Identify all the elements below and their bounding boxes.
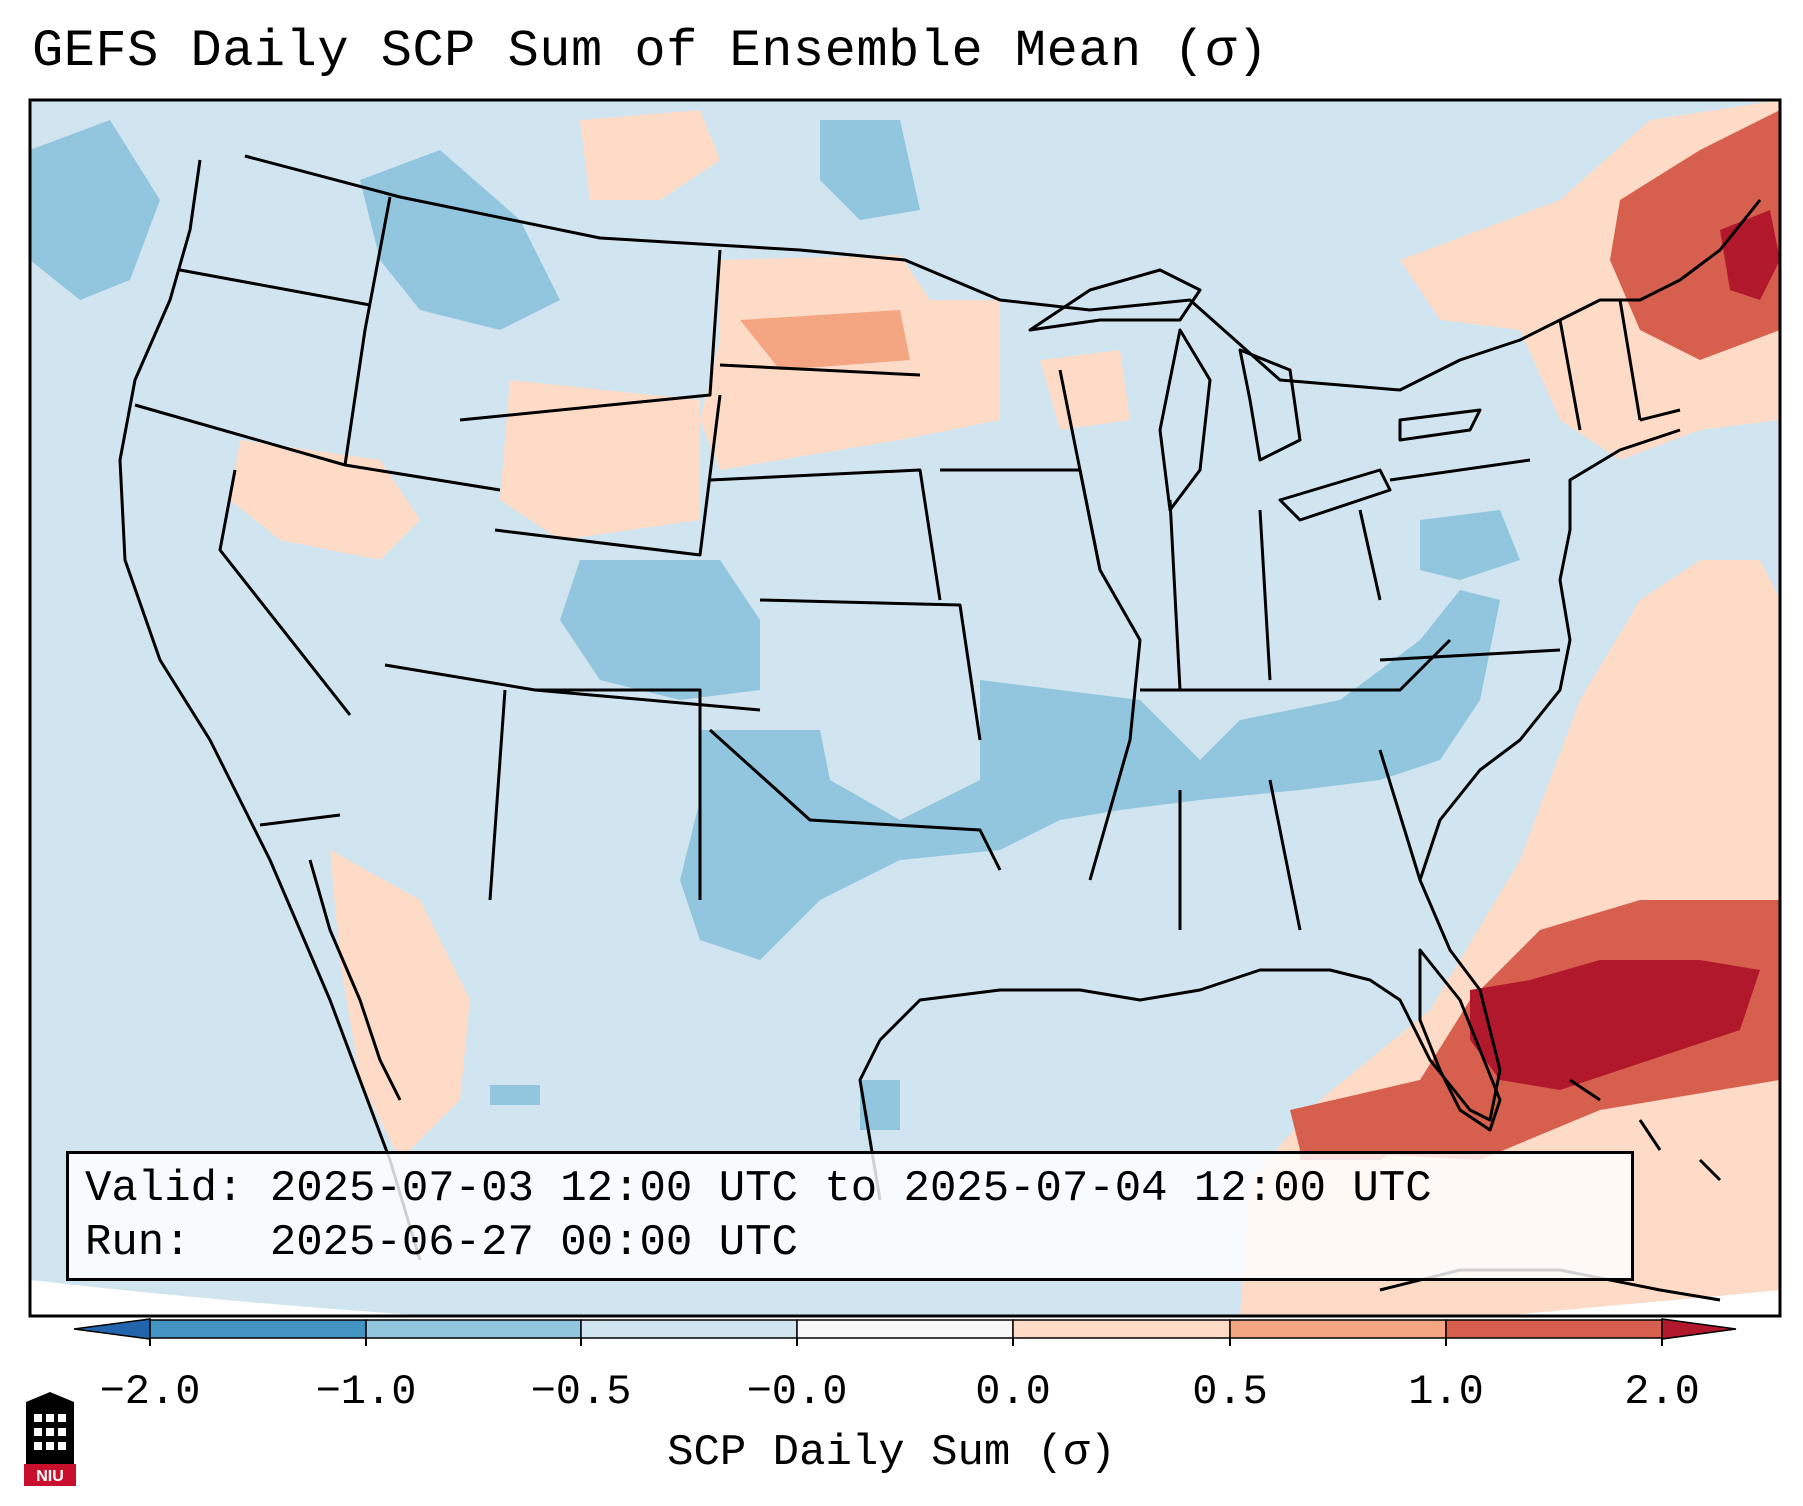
state-nv-az: [259, 813, 341, 827]
anomaly-red-newengland: [1610, 110, 1780, 360]
lake-ontario: [1398, 408, 1482, 442]
state-ms-al-ga: [1178, 749, 1422, 931]
florida: [1418, 948, 1502, 1132]
colorbar-tick-label: −0.0: [746, 1368, 848, 1416]
colorbar-tick-label: −2.0: [99, 1368, 201, 1416]
colorbar-seg-1: [149, 1319, 367, 1339]
colorbar-tick-label: 1.0: [1408, 1368, 1484, 1416]
colorbar-seg-3: [580, 1319, 798, 1339]
colorbar-seg-2: [365, 1319, 582, 1339]
validity-info-box: Valid: 2025-07-03 12:00 UTC to 2025-07-0…: [66, 1151, 1634, 1281]
anomaly-blue-pennsylvania: [1420, 510, 1520, 580]
state-new-england: [1558, 299, 1681, 431]
colorbar-extend-high: [1661, 1318, 1737, 1340]
state-ks-ok: [759, 598, 982, 741]
colorbar-ticks: [149, 1338, 1663, 1346]
colorbar: [73, 1318, 1737, 1346]
state-mississippi-river: [1058, 369, 1142, 881]
colorbar-seg-6: [1229, 1319, 1447, 1339]
state-or-ca-nv: [134, 403, 346, 467]
anomaly-blue-colorado: [560, 560, 760, 700]
state-ne-ks: [709, 468, 942, 601]
lake-huron: [1238, 348, 1302, 462]
colorbar-extend-low: [73, 1318, 151, 1340]
anomaly-blue-pacific-nw: [30, 120, 160, 300]
state-mt-wy: [459, 249, 722, 422]
valid-time-line: Valid: 2025-07-03 12:00 UTC to 2025-07-0…: [85, 1164, 1432, 1214]
state-va-nc: [1379, 648, 1561, 662]
anomaly-light-red-mexico: [330, 850, 470, 1160]
colorbar-tick-label: −1.0: [315, 1368, 417, 1416]
anomaly-dark-red-florida: [1470, 960, 1760, 1090]
colorbar-label: SCP Daily Sum (σ): [667, 1428, 1116, 1478]
colorbar-tick-label: −0.5: [530, 1368, 632, 1416]
lake-erie: [1278, 468, 1392, 522]
colorbar-tick-label: 2.0: [1624, 1368, 1700, 1416]
state-ca-nv: [218, 469, 352, 716]
colorbar-tick-label: 0.0: [975, 1368, 1051, 1416]
map-panel: [30, 100, 1780, 1316]
anomaly-blue-idaho-montana: [360, 150, 560, 330]
map-frame: [28, 98, 1782, 1318]
colorbar-seg-7: [1445, 1319, 1663, 1339]
boundaries: [118, 154, 1762, 1302]
state-nm-tx: [535, 688, 702, 900]
state-il-in-oh: [1168, 499, 1382, 691]
anomaly-blue-canada-north: [820, 120, 920, 220]
state-ny-pa: [1389, 458, 1531, 482]
baja: [308, 859, 402, 1101]
west-coast: [118, 159, 422, 1261]
colorbar-tick-label: 0.5: [1192, 1368, 1268, 1416]
anomaly-blue-mexico-pacific: [490, 1085, 540, 1105]
anomaly-blue-mexico-gulf: [860, 1080, 900, 1130]
anomaly-light-red-wyoming: [500, 380, 700, 540]
logo-text: NIU: [36, 1468, 64, 1485]
state-dakotas: [719, 363, 921, 377]
run-time-line: Run: 2025-06-27 00:00 UTC: [85, 1218, 798, 1268]
us-canada-border: [244, 154, 1762, 392]
anomaly-red-northdakota: [740, 310, 910, 370]
anomaly-blue-southern-plains: [680, 590, 1500, 960]
anomaly-red-gulf: [1300, 1080, 1450, 1160]
colorbar-seg-5: [1012, 1319, 1231, 1339]
state-id: [343, 196, 501, 492]
anomaly-light-red-michigan: [1040, 350, 1130, 430]
lake-superior: [1028, 268, 1202, 332]
niu-logo: NIU: [24, 1392, 76, 1486]
map-title: GEFS Daily SCP Sum of Ensemble Mean (σ): [32, 22, 1269, 81]
state-az-nm: [488, 689, 507, 901]
state-wy-co: [494, 394, 722, 557]
gulf-east-coast: [878, 428, 1681, 1122]
colorbar-seg-4: [796, 1319, 1014, 1339]
state-ok-tx: [708, 728, 1002, 871]
state-wa-or: [179, 268, 371, 307]
anomaly-light-red-canada: [580, 110, 720, 200]
bahamas: [1569, 1078, 1722, 1182]
lake-michigan: [1158, 328, 1212, 512]
